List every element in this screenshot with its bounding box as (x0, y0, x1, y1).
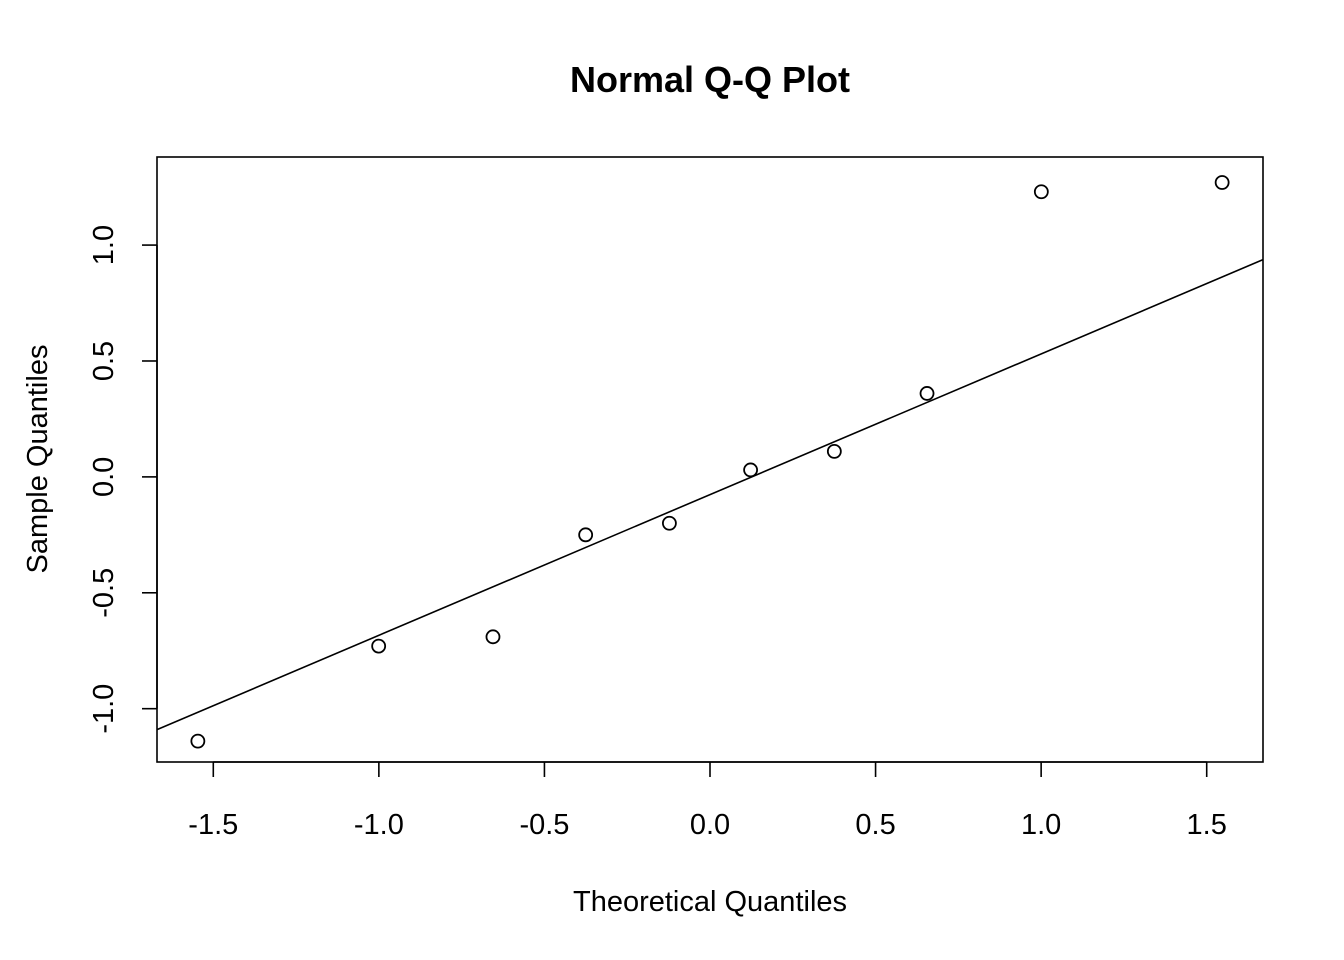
x-tick-label: -0.5 (519, 809, 569, 841)
data-point (578, 527, 594, 543)
plot-frame (156, 156, 1264, 763)
y-tick-label: -1.0 (88, 684, 120, 734)
y-tick-label: -0.5 (88, 568, 120, 618)
data-point (662, 515, 677, 531)
data-point (371, 638, 387, 654)
y-tick-label: 0.5 (88, 341, 120, 381)
data-point (919, 386, 935, 401)
x-tick-label: 1.5 (1187, 809, 1227, 841)
y-axis-label: Sample Quantiles (22, 345, 54, 574)
chart-title: Normal Q-Q Plot (570, 59, 850, 100)
x-tick-label: 0.0 (690, 809, 730, 841)
x-tick-label: 0.5 (855, 809, 895, 841)
reference-line (157, 258, 1263, 731)
x-tick-label: 1.0 (1021, 809, 1061, 841)
x-axis-label: Theoretical Quantiles (573, 886, 847, 918)
data-point (190, 733, 206, 749)
data-point (826, 443, 842, 459)
data-point (1214, 175, 1230, 190)
y-tick-label: 1.0 (88, 225, 120, 265)
data-point (485, 629, 501, 645)
x-tick-label: -1.0 (354, 809, 404, 841)
plot-area: -1.5 -1.0 -0.5 0.0 0.5 1.0 1.5 -1.0 -0.5 0.0 0.5 1.… (88, 156, 1264, 841)
y-tick-label: 0.0 (88, 457, 120, 497)
data-point (743, 462, 758, 478)
data-point (1033, 184, 1049, 200)
x-tick-label: -1.5 (188, 809, 238, 841)
